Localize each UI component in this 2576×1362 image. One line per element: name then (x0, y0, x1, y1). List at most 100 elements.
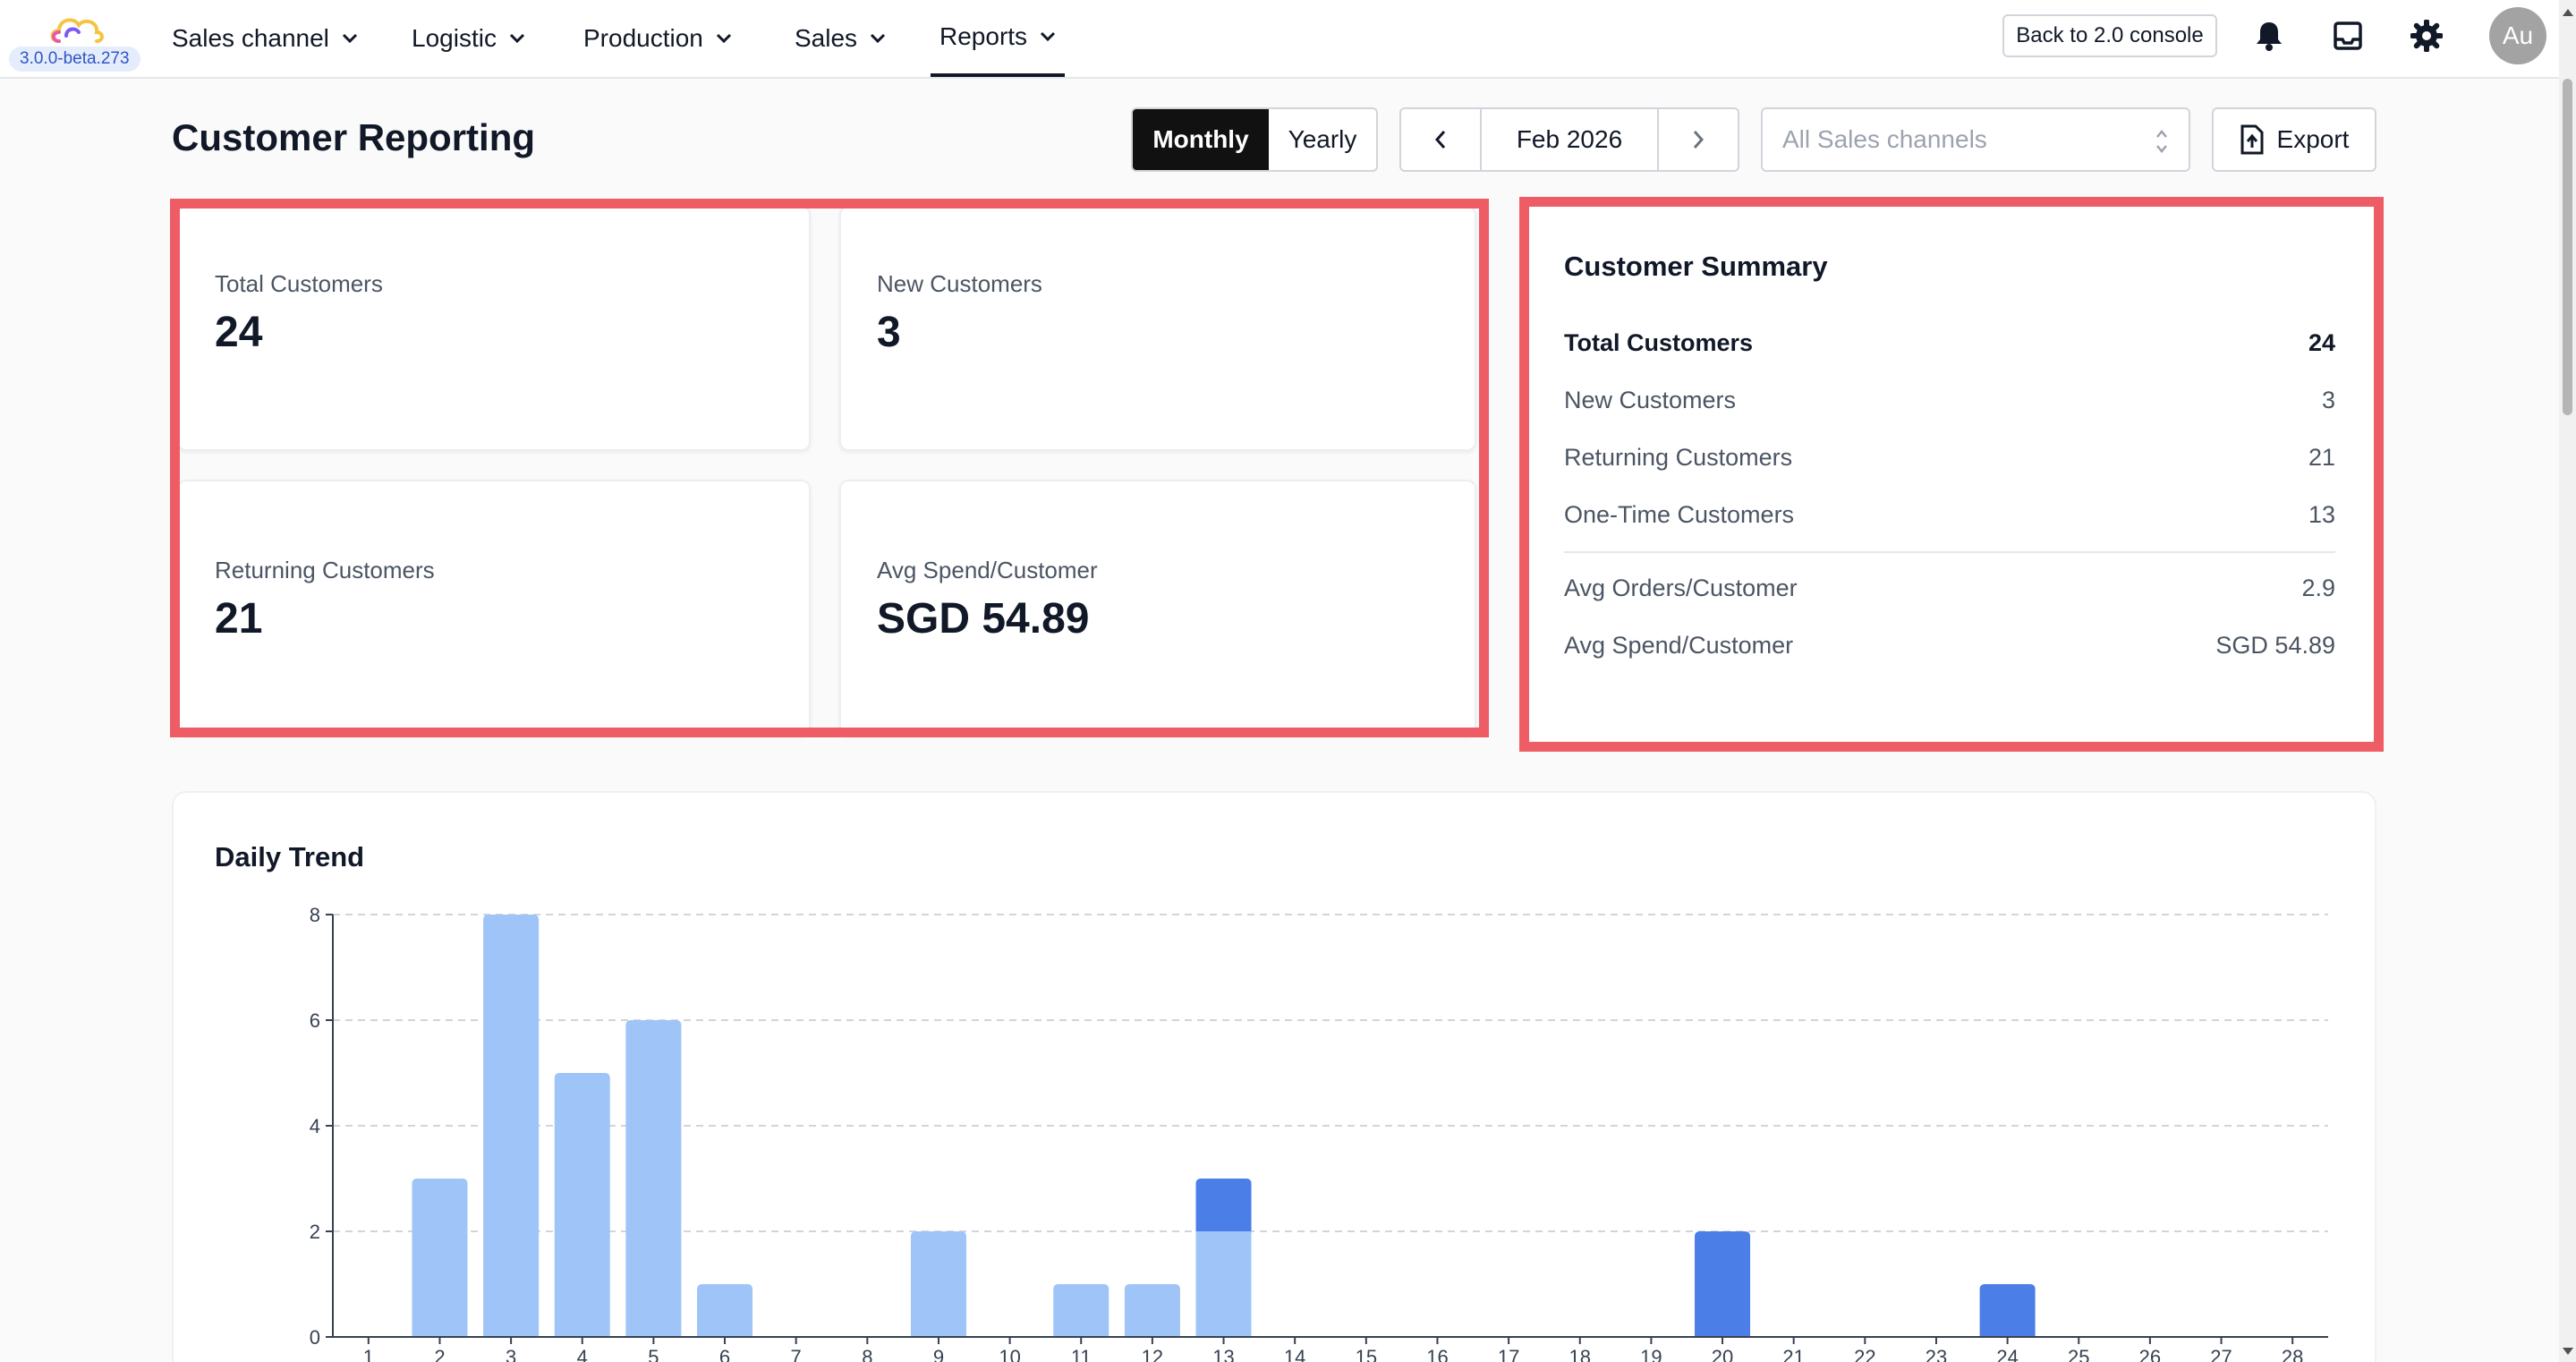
bar (910, 1231, 966, 1337)
chevron-down-icon (509, 33, 524, 44)
summary-divider (1564, 551, 2335, 553)
monthly-button[interactable]: Monthly (1133, 109, 1269, 170)
nav-sales-channel[interactable]: Sales channel (172, 0, 358, 77)
current-period: Feb 2026 (1480, 109, 1659, 170)
bar (1695, 1231, 1751, 1337)
y-tick-label: 0 (310, 1326, 320, 1349)
chevron-down-icon (870, 33, 886, 44)
x-tick-label: 14 (1284, 1346, 1305, 1362)
x-tick-label: 12 (1142, 1346, 1163, 1362)
nav-label: Reports (939, 22, 1028, 50)
x-tick-label: 16 (1426, 1346, 1448, 1362)
chevron-down-icon (716, 33, 731, 44)
nav-reports[interactable]: Reports (931, 0, 1066, 77)
chevron-down-icon (342, 33, 357, 44)
bar (625, 1020, 682, 1337)
nav-label: Logistic (412, 24, 497, 52)
bar (1053, 1284, 1109, 1337)
x-tick-label: 18 (1569, 1346, 1591, 1362)
stat-label: Avg Spend/Customer (877, 557, 1098, 583)
nav-label: Sales channel (172, 24, 329, 52)
nav-label: Sales (795, 24, 858, 52)
y-tick-label: 4 (310, 1115, 320, 1137)
nav-production[interactable]: Production (583, 0, 732, 77)
stat-card-total-customers: Total Customers 24 (177, 206, 811, 451)
summary-value: 2.9 (2301, 575, 2335, 601)
bar (697, 1284, 753, 1337)
page-scrollbar[interactable] (2559, 0, 2576, 1362)
chevron-up-down-icon (2156, 130, 2167, 153)
x-tick-label: 17 (1498, 1346, 1519, 1362)
page-title: Customer Reporting (172, 116, 536, 158)
avatar[interactable]: Au (2489, 7, 2546, 64)
daily-trend-card: Daily Trend 0 2 4 6 8 1 2 3 4 5 6 7 8 9 10 11 12 13 14 15 16… (172, 791, 2376, 1362)
stat-value: 3 (877, 309, 901, 356)
stat-card-returning-customers: Returning Customers 21 (177, 480, 811, 736)
inbox-icon[interactable] (2330, 18, 2366, 54)
summary-row: New Customers 3 (1564, 387, 2335, 414)
sales-channel-placeholder: All Sales channels (1782, 125, 1987, 153)
y-tick-label: 2 (310, 1221, 320, 1243)
x-tick-label: 28 (2282, 1346, 2303, 1362)
period-toggle: Monthly Yearly (1131, 107, 1378, 172)
x-tick-label: 5 (648, 1346, 659, 1362)
nav-sales[interactable]: Sales (795, 0, 886, 77)
x-tick-label: 8 (862, 1346, 872, 1362)
stat-value: 21 (215, 595, 263, 643)
x-tick-label: 24 (1996, 1346, 2018, 1362)
scroll-up-icon[interactable] (2563, 9, 2573, 16)
stat-label: New Customers (877, 270, 1042, 297)
x-tick-label: 26 (2139, 1346, 2161, 1362)
bar (483, 915, 540, 1337)
export-file-icon (2240, 124, 2264, 155)
summary-label: Avg Orders/Customer (1564, 575, 1798, 601)
summary-value: 13 (2308, 501, 2335, 528)
stat-label: Total Customers (215, 270, 383, 297)
scrollbar-thumb[interactable] (2563, 79, 2572, 415)
nav-logistic[interactable]: Logistic (412, 0, 525, 77)
x-tick-label: 25 (2068, 1346, 2089, 1362)
nav-label: Production (583, 24, 703, 52)
export-button[interactable]: Export (2212, 107, 2376, 172)
chevron-right-icon (1693, 131, 1705, 149)
top-nav: 3.0.0-beta.273 Sales channel Logistic Pr… (0, 0, 2559, 79)
x-tick-label: 27 (2210, 1346, 2232, 1362)
x-tick-label: 20 (1712, 1346, 1733, 1362)
x-tick-label: 9 (933, 1346, 944, 1362)
x-tick-label: 15 (1356, 1346, 1377, 1362)
previous-period-button[interactable] (1401, 109, 1480, 170)
next-period-button[interactable] (1659, 109, 1738, 170)
scroll-down-icon[interactable] (2563, 1348, 2573, 1355)
chart-title: Daily Trend (215, 841, 365, 873)
stat-card-new-customers: New Customers 3 (839, 206, 1476, 451)
summary-value: SGD 54.89 (2215, 632, 2335, 659)
bar (1195, 1231, 1252, 1337)
export-label: Export (2276, 125, 2350, 153)
sales-channel-select[interactable]: All Sales channels (1761, 107, 2190, 172)
bell-icon[interactable] (2251, 18, 2287, 54)
bar (1124, 1284, 1180, 1337)
customer-summary-card: Customer Summary Total Customers 24 New … (1526, 200, 2376, 741)
period-navigator: Feb 2026 (1399, 107, 1739, 172)
x-tick-label: 11 (1071, 1346, 1092, 1362)
summary-value: 21 (2308, 444, 2335, 471)
summary-value: 3 (2321, 387, 2335, 413)
x-tick-label: 10 (999, 1346, 1020, 1362)
x-tick-label: 3 (506, 1346, 516, 1362)
summary-row: Avg Spend/Customer SGD 54.89 (1564, 632, 2335, 660)
stat-label: Returning Customers (215, 557, 435, 583)
bar (412, 1179, 468, 1337)
app-logo-icon[interactable] (47, 11, 109, 52)
summary-title: Customer Summary (1564, 251, 1828, 282)
x-tick-label: 6 (719, 1346, 730, 1362)
x-tick-label: 2 (434, 1346, 445, 1362)
summary-row: Returning Customers 21 (1564, 444, 2335, 472)
yearly-button[interactable]: Yearly (1288, 125, 1357, 153)
x-tick-label: 22 (1854, 1346, 1875, 1362)
x-tick-label: 4 (577, 1346, 588, 1362)
gear-icon[interactable] (2409, 18, 2444, 54)
summary-value: 24 (2308, 329, 2335, 356)
x-tick-label: 7 (791, 1346, 802, 1362)
back-to-console-button[interactable]: Back to 2.0 console (2002, 14, 2217, 57)
